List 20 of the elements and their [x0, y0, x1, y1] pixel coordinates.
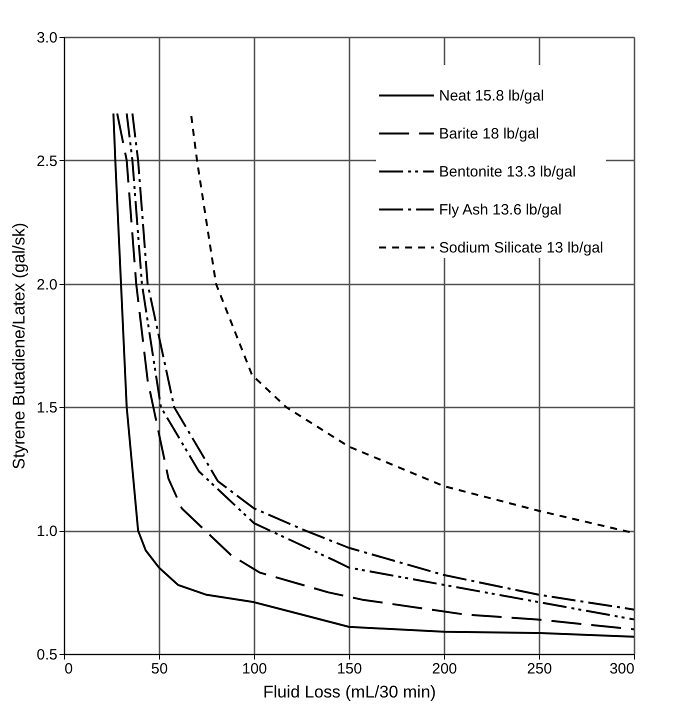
- x-tick-label: 100: [242, 660, 268, 678]
- x-tick-label: 150: [336, 660, 362, 678]
- x-tick-label: 300: [609, 660, 634, 678]
- y-tick-label: 0.5: [36, 646, 58, 664]
- legend-label: Fly Ash 13.6 lb/gal: [439, 202, 562, 218]
- y-tick-label: 2.5: [36, 152, 58, 170]
- y-axis-title: Styrene Butadiene/Latex (gal/sk): [10, 222, 29, 470]
- x-tick-label: 0: [64, 660, 73, 678]
- y-tick-label: 3.0: [36, 30, 58, 46]
- x-axis-title: Fluid Loss (mL/30 min): [263, 682, 436, 702]
- legend-label: Sodium Silicate 13 lb/gal: [439, 240, 604, 256]
- x-tick-label: 50: [151, 660, 168, 678]
- legend-label: Bentonite 13.3 lb/gal: [439, 164, 576, 180]
- y-tick-label: 1.5: [36, 400, 58, 417]
- x-tick-label: 200: [432, 660, 458, 678]
- legend-label: Neat 15.8 lb/gal: [439, 88, 544, 104]
- legend-label: Barite 18 lb/gal: [439, 126, 540, 142]
- y-tick-label: 2.0: [36, 276, 58, 294]
- y-tick-label: 1.0: [36, 523, 58, 540]
- x-tick-label: 250: [526, 660, 552, 678]
